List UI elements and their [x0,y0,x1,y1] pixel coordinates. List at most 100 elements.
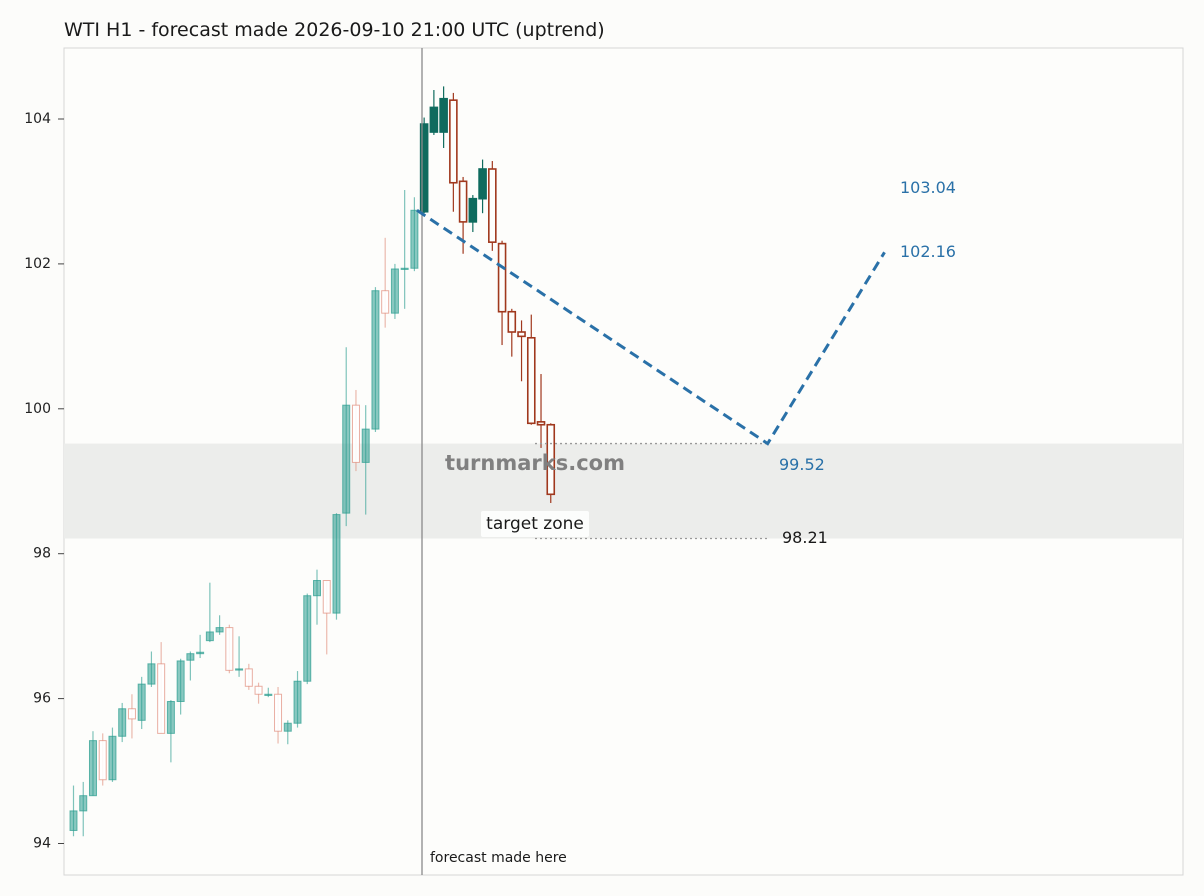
candle-body [98,740,107,781]
candle-body [458,180,468,223]
candle-body [468,197,478,223]
candle-body [497,242,507,313]
candle [186,651,195,681]
candle-body [303,595,312,682]
y-tick-label: 100 [24,401,51,417]
candle [264,687,273,698]
forecast-low-label: 98.21 [782,528,828,547]
candle [449,92,458,212]
candle-body [137,683,146,721]
candle-body [361,428,370,463]
candle-body [108,735,117,781]
candle-body [88,740,97,797]
candle-body [235,668,244,671]
candle [254,682,263,704]
candle [147,651,156,688]
candle-body [449,99,458,184]
candle-body [381,290,390,314]
forecast-path [416,209,886,446]
candle [517,320,526,382]
candle [429,90,439,135]
candle-body [546,423,556,496]
candle [274,687,283,744]
candle-body [371,290,380,430]
candle-body [225,627,234,671]
candle-body [244,668,253,687]
candle [371,287,380,432]
chart-title: WTI H1 - forecast made 2026-09-10 21:00 … [64,19,605,41]
candle [79,781,88,837]
candle-body [293,680,302,724]
candle-body [526,336,536,425]
candle-body [390,268,399,314]
candle-body [313,580,321,597]
candle-body [274,693,283,732]
candle [176,658,185,715]
candle [546,423,556,503]
candle [108,727,117,782]
candle [98,733,107,786]
candle [137,676,146,730]
candle-body [439,97,448,133]
candle-body [118,708,127,737]
target-zone-label: target zone [486,514,584,534]
candle [536,374,546,448]
candle [342,347,351,527]
candle-body [186,653,195,661]
candle [205,582,214,643]
target-reference-lines [535,442,768,540]
candle [215,615,224,635]
target-zone-band [64,443,1183,539]
y-tick-label: 104 [24,111,51,127]
candle [439,86,448,148]
candle [507,308,517,357]
candle [468,195,478,233]
candle-body [332,514,341,614]
candle-body [410,209,419,269]
candle-body [69,810,78,831]
candle [88,731,97,797]
y-tick-label: 102 [24,256,51,272]
candle [381,237,390,328]
candle-body [517,331,526,338]
candle [361,405,370,515]
candle-body [79,795,88,812]
candle-body [264,693,273,696]
candle [332,513,341,620]
candle [497,240,507,346]
candle [166,700,175,763]
candle [478,159,487,214]
forecast-divider-label: forecast made here [430,850,567,866]
y-tick-label: 98 [33,546,51,562]
candle [313,569,321,625]
watermark: turnmarks.com [445,451,625,475]
y-tick-label: 96 [33,691,51,707]
candle-body [351,404,360,463]
forecast-end-label: 102.16 [900,242,956,261]
candle-body [157,663,166,734]
candle [69,785,78,837]
candle [390,263,399,319]
candle-body [205,631,214,642]
candle-body [147,663,156,685]
candle-body [429,106,439,133]
candle [526,314,536,425]
target-zone-label-bg [481,511,589,537]
candle-body [254,685,263,695]
forecast-upper-label: 103.04 [900,178,956,197]
candle [127,694,136,739]
candle-body [176,660,185,702]
candles [69,86,556,837]
candle [410,197,419,272]
candle [293,671,302,728]
candle-body [478,168,487,200]
forecast-mid-label: 99.52 [779,455,825,474]
candle [351,389,360,472]
candle [244,663,253,690]
candle [303,593,312,685]
candle-body [215,627,224,633]
candle [235,636,244,677]
candle-body [283,722,292,732]
candle [322,580,331,655]
